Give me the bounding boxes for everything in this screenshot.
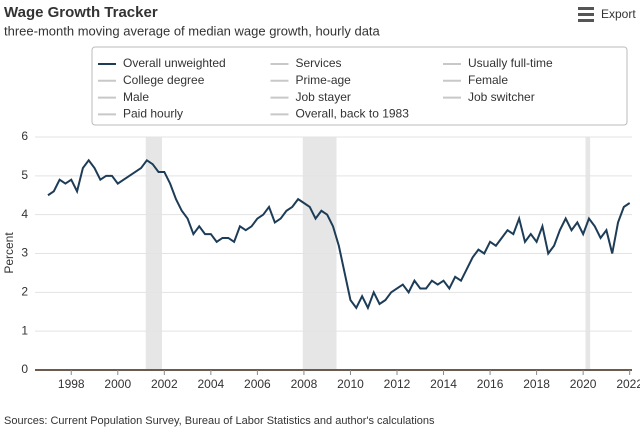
legend-label[interactable]: College degree bbox=[123, 73, 205, 87]
legend-label[interactable]: Male bbox=[123, 90, 149, 104]
x-tick-label: 2002 bbox=[151, 377, 178, 391]
x-tick-label: 2012 bbox=[384, 377, 411, 391]
chart-subtitle: three-month moving average of median wag… bbox=[4, 23, 381, 38]
chart-title: Wage Growth Tracker bbox=[4, 4, 158, 21]
y-tick-label: 6 bbox=[21, 129, 28, 143]
x-tick-label: 2016 bbox=[477, 377, 504, 391]
legend-label[interactable]: Usually full-time bbox=[468, 56, 553, 70]
export-label[interactable]: Export bbox=[601, 7, 636, 21]
menu-icon bbox=[578, 7, 594, 10]
source-note: Sources: Current Population Survey, Bure… bbox=[4, 415, 435, 427]
x-tick-label: 2020 bbox=[570, 377, 597, 391]
legend-label[interactable]: Job switcher bbox=[468, 90, 535, 104]
x-tick-label: 2008 bbox=[291, 377, 318, 391]
menu-icon bbox=[578, 13, 594, 16]
legend-label[interactable]: Overall unweighted bbox=[123, 56, 226, 70]
x-tick-label: 2000 bbox=[104, 377, 131, 391]
legend-box bbox=[91, 46, 628, 126]
data-line bbox=[47, 158, 631, 311]
y-tick-label: 3 bbox=[21, 246, 28, 260]
y-tick-label: 2 bbox=[21, 285, 28, 299]
y-tick-label: 5 bbox=[21, 168, 28, 182]
y-tick-label: 0 bbox=[21, 362, 28, 376]
x-tick-label: 2022 bbox=[616, 377, 640, 391]
x-tick-label: 1998 bbox=[58, 377, 85, 391]
legend-label[interactable]: Overall, back to 1983 bbox=[296, 107, 410, 121]
export-button[interactable]: Export bbox=[578, 7, 636, 22]
menu-icon bbox=[578, 19, 594, 22]
x-tick-label: 2018 bbox=[523, 377, 550, 391]
x-tick-label: 2006 bbox=[244, 377, 271, 391]
y-tick-label: 1 bbox=[21, 323, 28, 337]
legend-label[interactable]: Prime-age bbox=[296, 73, 352, 87]
x-tick-label: 2010 bbox=[337, 377, 364, 391]
legend-label[interactable]: Female bbox=[468, 73, 508, 87]
legend-label[interactable]: Services bbox=[296, 56, 342, 70]
y-axis-label: Percent bbox=[2, 232, 16, 274]
y-tick-label: 4 bbox=[21, 207, 28, 221]
legend-label[interactable]: Job stayer bbox=[296, 90, 351, 104]
x-tick-label: 2014 bbox=[430, 377, 457, 391]
x-tick-label: 2004 bbox=[198, 377, 225, 391]
legend-label[interactable]: Paid hourly bbox=[123, 107, 183, 121]
